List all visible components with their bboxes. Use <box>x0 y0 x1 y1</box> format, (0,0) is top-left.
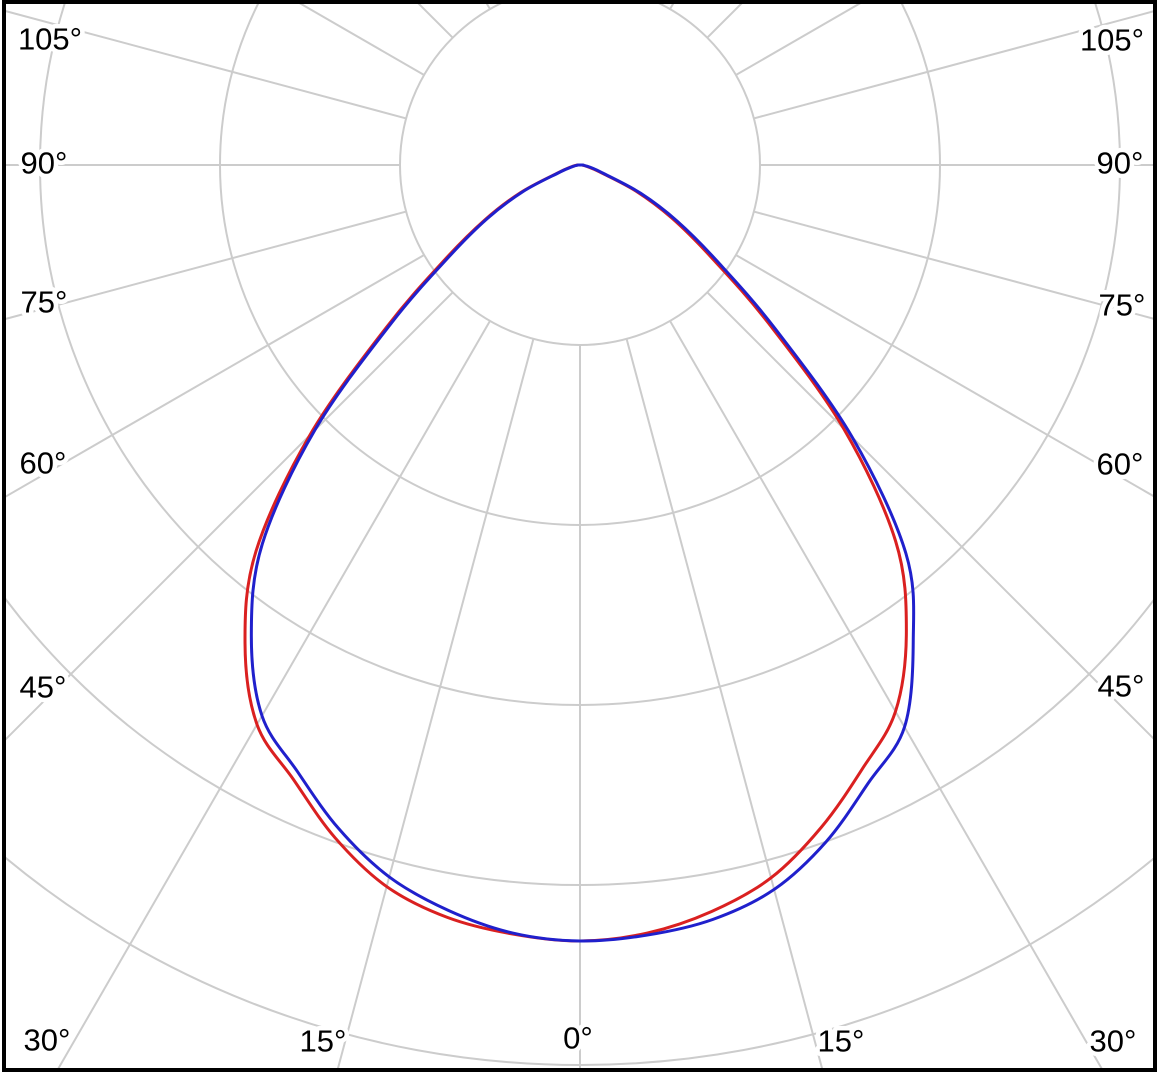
grid-ray <box>669 320 1103 1068</box>
angle-label: 15° <box>818 1024 865 1059</box>
grid-ray <box>735 254 1153 497</box>
intensity-curves <box>243 163 916 943</box>
angle-label: 105° <box>1080 23 1144 58</box>
grid-ray <box>706 291 1153 740</box>
grid-ray <box>337 338 535 1068</box>
grid-ray <box>6 10 407 120</box>
grid-ray <box>625 338 823 1068</box>
angle-label: 15° <box>300 1024 347 1059</box>
angle-label: 0° <box>563 1021 593 1056</box>
angle-label: 30° <box>24 1023 71 1058</box>
angle-label: 45° <box>1098 669 1145 704</box>
grid-ray <box>753 10 1153 120</box>
angle-labels: 105° 90° 75° 60° 45° 105° 90° 75° 60° 45° 30° 15° 0°… <box>13 17 1150 1063</box>
grid-ray <box>6 254 425 498</box>
angle-label: 90° <box>21 146 68 181</box>
blue-curve <box>249 163 916 943</box>
grid-ray <box>753 210 1153 320</box>
angle-label: 75° <box>1099 288 1146 323</box>
angle-label: 45° <box>20 670 67 705</box>
angle-label: 60° <box>20 446 67 481</box>
angle-label: 75° <box>21 285 68 320</box>
angle-label: 105° <box>18 22 82 57</box>
angle-label: 30° <box>1090 1024 1137 1059</box>
grid-ray <box>6 291 454 741</box>
angle-label: 90° <box>1097 146 1144 181</box>
grid-ray <box>57 320 491 1068</box>
angle-label: 60° <box>1097 447 1144 482</box>
grid-ray <box>6 210 407 320</box>
